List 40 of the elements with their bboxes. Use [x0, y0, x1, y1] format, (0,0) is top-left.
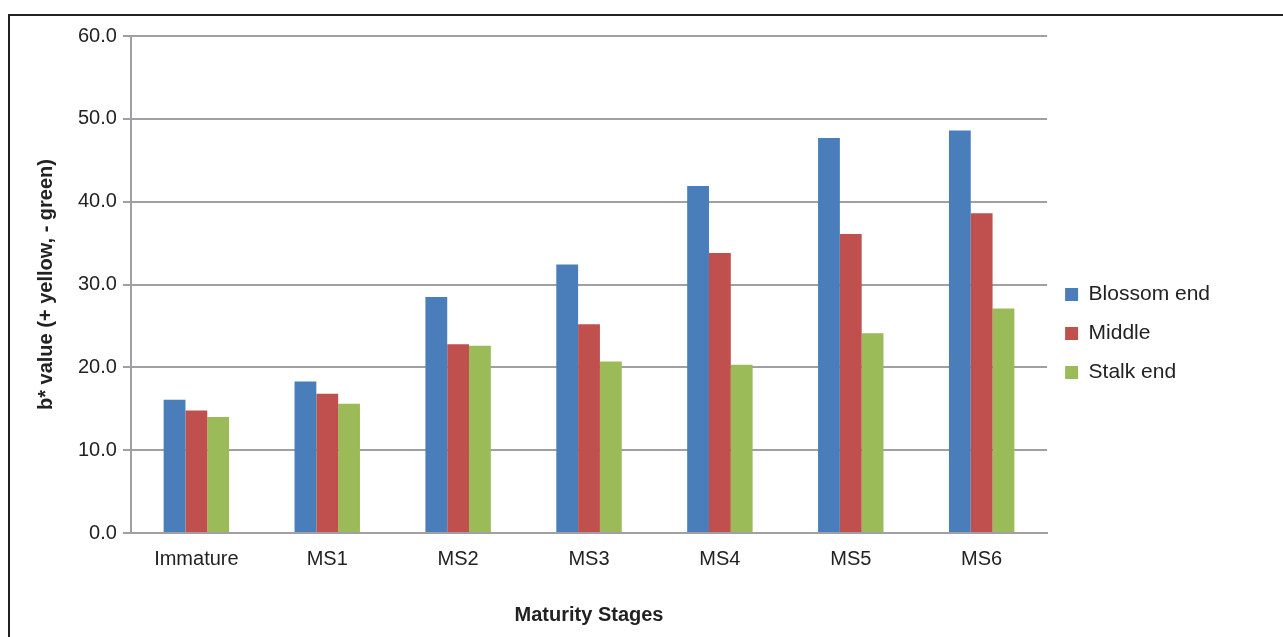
bar: [316, 393, 339, 532]
x-axis-title: Maturity Stages: [514, 602, 664, 625]
y-tick-label: 0.0: [89, 520, 117, 543]
x-tick-label: MS3: [568, 546, 610, 569]
bar: [818, 137, 840, 532]
bar: [207, 417, 230, 532]
y-tick-label: 20.0: [77, 354, 117, 377]
bar: [687, 185, 709, 532]
y-tick-label: 60.0: [77, 23, 117, 46]
x-tick-label: MS4: [699, 546, 741, 569]
legend-label: Middle: [1088, 320, 1151, 344]
x-tick-label: MS6: [961, 546, 1003, 569]
y-tick-label: 40.0: [77, 189, 117, 212]
bar: [730, 364, 753, 532]
bar: [163, 399, 186, 532]
bar: [447, 344, 470, 532]
bar: [948, 130, 971, 532]
bar: [992, 308, 1015, 532]
y-tick-label: 30.0: [77, 272, 117, 295]
bar: [861, 333, 884, 532]
bar: [338, 403, 360, 532]
x-tick-label: MS5: [830, 546, 872, 569]
bar: [185, 410, 208, 532]
y-tick-label: 50.0: [77, 106, 117, 129]
bar: [599, 361, 622, 532]
bar: [425, 296, 448, 532]
x-tick-label: MS1: [306, 546, 348, 569]
bar: [578, 324, 600, 532]
legend-label: Stalk end: [1088, 359, 1177, 383]
y-axis-title: b* value (+ yellow, - green): [33, 159, 56, 410]
x-tick-label: Immature: [154, 546, 239, 569]
bar: [708, 253, 731, 532]
y-tick-label: 10.0: [77, 437, 117, 460]
bar: [556, 264, 579, 532]
legend-label: Blossom end: [1088, 281, 1211, 305]
bar: [294, 381, 317, 532]
bar: [970, 213, 993, 532]
x-tick-label: MS2: [437, 546, 479, 569]
bar: [469, 345, 491, 532]
bar: [839, 233, 862, 532]
